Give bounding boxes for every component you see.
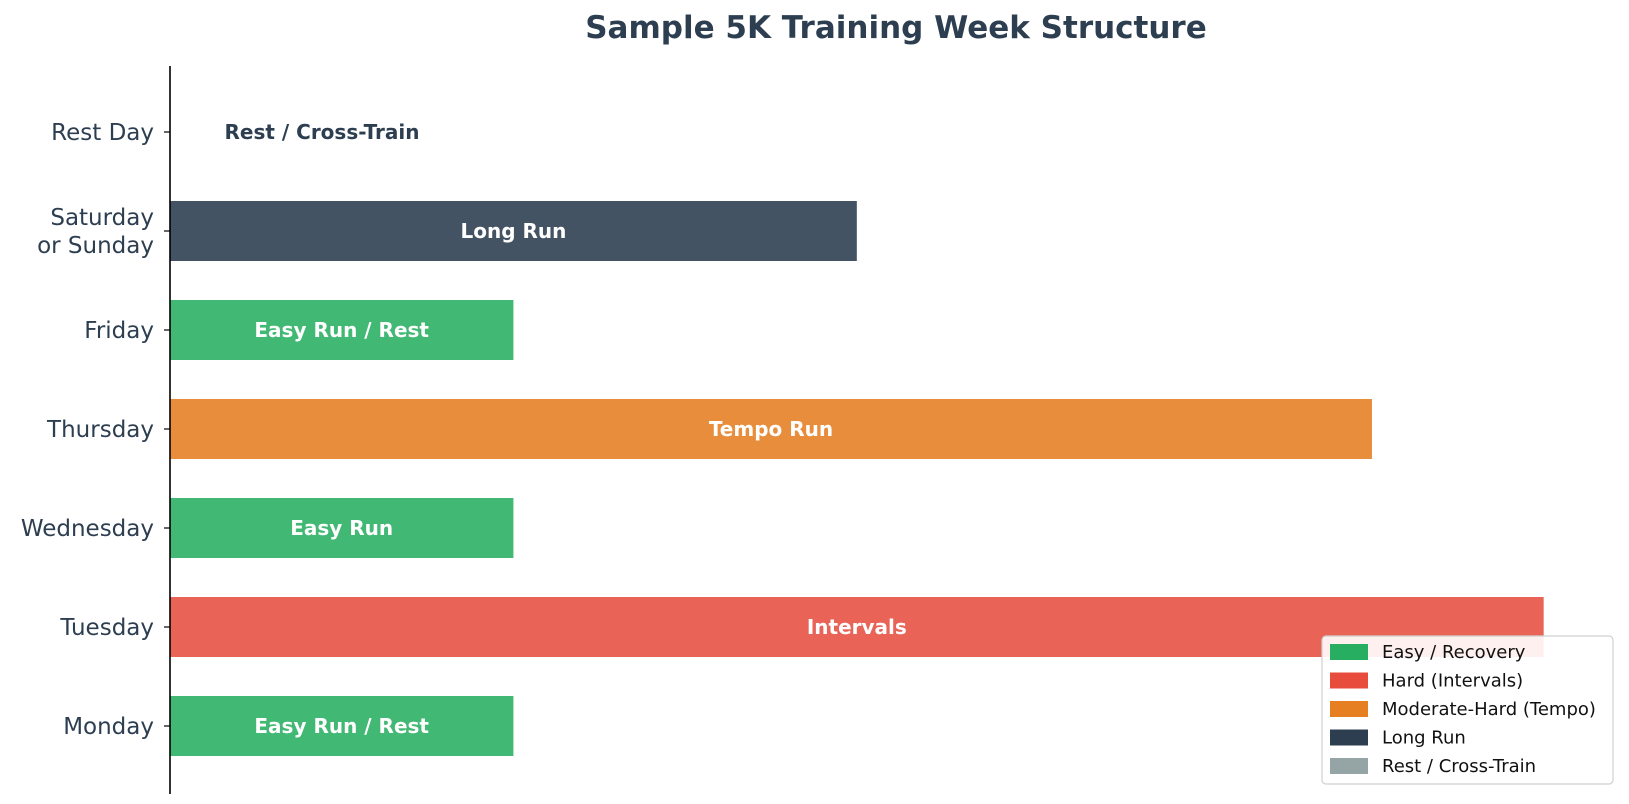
- legend-swatch-rest: [1330, 758, 1368, 774]
- chart-title: Sample 5K Training Week Structure: [585, 10, 1207, 46]
- bar-monday: [170, 696, 514, 756]
- legend-box: [1321, 635, 1614, 785]
- y-tick-label-wednesday: Wednesday: [21, 516, 154, 542]
- bar-friday: [170, 300, 514, 360]
- bar-saturday-or-sunday: [170, 201, 857, 261]
- bars-layer: [170, 201, 1544, 756]
- legend-swatch-easy: [1330, 644, 1368, 660]
- y-tick-label-monday: Monday: [63, 714, 154, 740]
- bar-label-saturday-or-sunday: Long Run: [460, 219, 566, 243]
- y-tick-label-friday: Friday: [84, 318, 154, 344]
- bar-tuesday: [170, 597, 1544, 657]
- bar-label-friday: Easy Run / Rest: [254, 318, 429, 342]
- bar-labels-layer: Easy Run / Rest Intervals Easy Run Tempo Ru…: [224, 120, 906, 738]
- legend-label-tempo: Moderate-Hard (Tempo): [1382, 699, 1596, 720]
- y-tick-label-rest-day: Rest Day: [51, 120, 154, 146]
- legend-label-easy: Easy / Recovery: [1382, 642, 1526, 663]
- bar-wednesday: [170, 498, 514, 558]
- bar-label-tuesday: Intervals: [807, 615, 907, 639]
- legend-label-rest: Rest / Cross-Train: [1382, 756, 1536, 777]
- y-tick-label-tuesday: Tuesday: [59, 615, 154, 641]
- legend: Easy / Recovery Hard (Intervals) Moderate-…: [1321, 635, 1614, 785]
- bar-thursday: [170, 399, 1372, 459]
- legend-label-hard: Hard (Intervals): [1382, 671, 1523, 692]
- legend-label-long: Long Run: [1382, 728, 1466, 749]
- bar-label-rest-day: Rest / Cross-Train: [224, 120, 419, 144]
- bar-label-wednesday: Easy Run: [290, 516, 393, 540]
- y-axis: Monday Tuesday Wednesday Thursday Friday Satu…: [21, 66, 171, 794]
- legend-swatch-tempo: [1330, 701, 1368, 717]
- legend-swatch-long: [1330, 729, 1368, 746]
- y-tick-label-thursday: Thursday: [46, 417, 154, 443]
- legend-swatch-hard: [1330, 672, 1368, 689]
- bar-label-monday: Easy Run / Rest: [254, 714, 429, 738]
- bar-label-thursday: Tempo Run: [709, 417, 833, 441]
- y-tick-label-saturday-or-sunday: Saturday or Sunday: [37, 205, 154, 259]
